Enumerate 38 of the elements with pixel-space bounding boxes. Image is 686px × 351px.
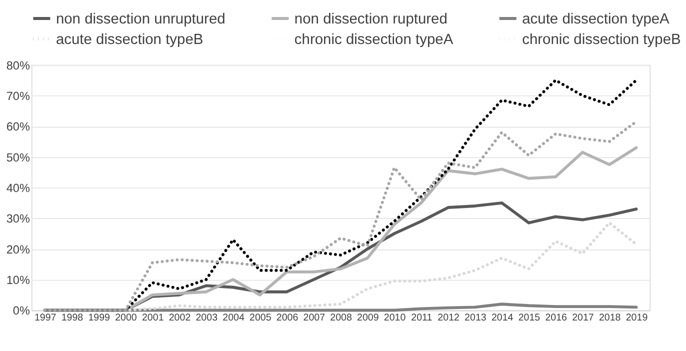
legend-label: chronic dissection typeB bbox=[522, 32, 682, 48]
y-tick-label: 50% bbox=[6, 151, 30, 164]
y-tick-label: 70% bbox=[6, 90, 30, 103]
x-tick-label: 2000 bbox=[115, 312, 138, 324]
x-tick-label: 2014 bbox=[491, 312, 514, 324]
x-tick-label: 2012 bbox=[438, 312, 460, 324]
y-tick-label: 20% bbox=[6, 243, 30, 256]
x-tick-label: 1998 bbox=[61, 312, 84, 324]
legend-label: non dissection ruptured bbox=[294, 11, 448, 28]
legend-label: chronic dissection typeA bbox=[294, 32, 454, 48]
x-tick-label: 2011 bbox=[411, 312, 432, 324]
x-tick-label: 1999 bbox=[88, 312, 110, 324]
x-tick-label: 2009 bbox=[357, 312, 379, 324]
x-tick-label: 2005 bbox=[249, 312, 272, 324]
y-tick-label: 60% bbox=[6, 120, 30, 134]
y-tick-label: 40% bbox=[6, 182, 30, 195]
legend-label: non dissection unruptured bbox=[56, 11, 226, 28]
x-tick-label: 2007 bbox=[303, 312, 326, 324]
y-tick-label: 80% bbox=[6, 59, 30, 72]
x-tick-label: 2016 bbox=[545, 312, 568, 324]
x-tick-label: 2010 bbox=[384, 312, 406, 324]
x-tick-label: 2006 bbox=[276, 312, 299, 324]
x-tick-label: 2003 bbox=[196, 312, 218, 324]
x-tick-label: 2004 bbox=[222, 312, 245, 324]
x-tick-label: 2017 bbox=[572, 312, 594, 324]
x-tick-label: 2015 bbox=[518, 312, 541, 324]
legend-label: acute dissection typeA bbox=[522, 11, 670, 28]
x-tick-label: 1997 bbox=[34, 312, 56, 324]
y-tick-label: 0% bbox=[12, 304, 30, 318]
legend-label: acute dissection typeB bbox=[56, 32, 204, 48]
y-tick-label: 30% bbox=[6, 212, 30, 226]
x-tick-label: 2008 bbox=[330, 312, 352, 324]
x-tick-label: 2018 bbox=[598, 312, 622, 324]
y-tick-label: 10% bbox=[6, 274, 30, 287]
x-tick-label: 2002 bbox=[168, 312, 191, 324]
x-tick-label: 2001 bbox=[142, 312, 164, 324]
x-tick-label: 2013 bbox=[464, 312, 487, 324]
x-tick-label: 2019 bbox=[626, 312, 648, 324]
